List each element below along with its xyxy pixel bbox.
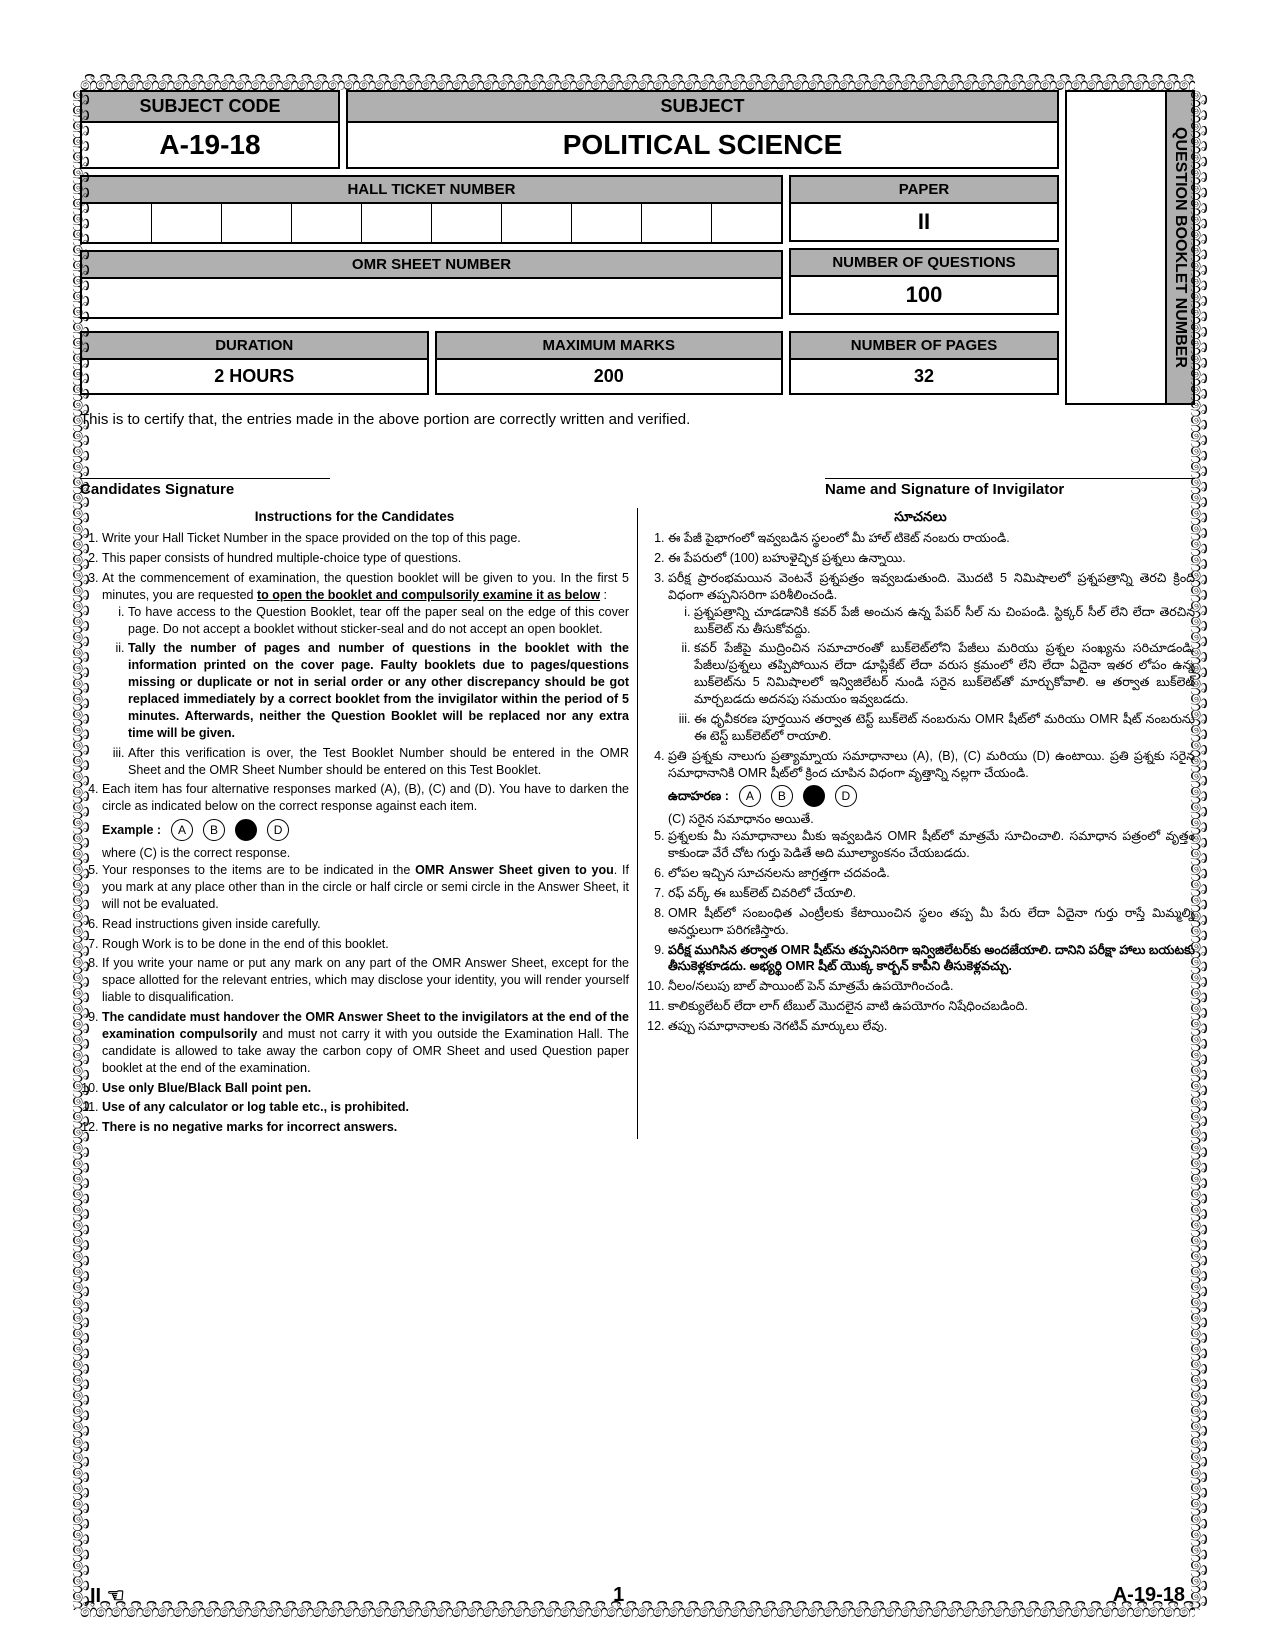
subject-code-label: SUBJECT CODE: [82, 92, 338, 123]
candidate-signature: Candidates Signature: [80, 478, 330, 498]
example-label: Example :: [102, 822, 161, 839]
paper-box: PAPER II: [789, 175, 1059, 242]
pages-label: NUMBER OF PAGES: [791, 333, 1057, 360]
instr-8: If you write your name or put any mark o…: [102, 955, 629, 1006]
subject-box: SUBJECT POLITICAL SCIENCE: [346, 90, 1059, 169]
hall-ticket-box: HALL TICKET NUMBER: [80, 175, 783, 244]
border-right: ෯෯෯෯෯෯෯෯෯෯෯෯෯෯෯෯෯෯෯෯෯෯෯෯෯෯෯෯෯෯෯෯෯෯෯෯෯෯෯෯…: [1186, 90, 1207, 1610]
nq-value: 100: [791, 277, 1057, 313]
paper-value: II: [791, 204, 1057, 240]
qbn-value[interactable]: [1067, 92, 1165, 403]
paper-label: PAPER: [791, 177, 1057, 204]
subject-code-box: SUBJECT CODE A-19-18: [80, 90, 340, 169]
footer: II ☜ 1 A-19-18: [90, 1583, 1185, 1608]
option-c-filled: [235, 819, 257, 841]
instr-12: There is no negative marks for incorrect…: [102, 1119, 629, 1136]
option-d: D: [267, 819, 289, 841]
t-instr-6: లోపల ఇచ్చిన సూచనలను జాగ్రత్తగా చదవండి.: [668, 865, 1195, 882]
instr-11: Use of any calculator or log table etc.,…: [102, 1099, 629, 1116]
option-a: A: [171, 819, 193, 841]
t-instr-5: ప్రశ్నలకు మీ సమాధానాలు మీకు ఇవ్వబడిన OMR…: [668, 828, 1195, 862]
t-example-row: ఉదాహరణ : A B D: [668, 785, 1195, 807]
t-option-c-filled: [803, 785, 825, 807]
t-instr-3a: ప్రశ్నపత్రాన్ని చూడడానికి కవర్ పేజీ అంచు…: [694, 604, 1195, 638]
hall-ticket-label: HALL TICKET NUMBER: [82, 177, 781, 204]
pages-value: 32: [791, 360, 1057, 393]
instr-5: Your responses to the items are to be in…: [102, 862, 629, 913]
marks-label: MAXIMUM MARKS: [437, 333, 782, 360]
instr-3b: Tally the number of pages and number of …: [128, 640, 629, 741]
t-instr-9: పరీక్ష ముగిసిన తర్వాత OMR షీట్‌ను తప్పని…: [668, 942, 1195, 976]
t-example-note: (C) సరైన సమాధానం అయితే.: [668, 811, 1195, 828]
subject-label: SUBJECT: [348, 92, 1057, 123]
footer-right: A-19-18: [1113, 1584, 1185, 1607]
border-left: ෯෯෯෯෯෯෯෯෯෯෯෯෯෯෯෯෯෯෯෯෯෯෯෯෯෯෯෯෯෯෯෯෯෯෯෯෯෯෯෯…: [68, 90, 89, 1610]
qbn-box: QUESTION BOOKLET NUMBER: [1065, 90, 1195, 405]
marks-value: 200: [437, 360, 782, 393]
t-instr-10: నీలం/నలుపు బాల్ పాయింట్ పెన్ మాత్రమే ఉపయ…: [668, 978, 1195, 995]
telugu-instructions: సూచనలు ఈ పేజీ పైభాగంలో ఇవ్వబడిన స్థలంలో …: [637, 508, 1195, 1139]
t-instr-3: పరీక్ష ప్రారంభమయిన వెంటనే ప్రశ్నపత్రం ఇవ…: [668, 570, 1195, 745]
t-instr-12: తప్పు సమాధానాలకు నెగటివ్ మార్కులు లేవు.: [668, 1018, 1195, 1035]
nq-box: NUMBER OF QUESTIONS 100: [789, 248, 1059, 315]
instr-10: Use only Blue/Black Ball point pen.: [102, 1080, 629, 1097]
footer-center: 1: [613, 1584, 624, 1607]
hand-icon: ☜: [107, 1585, 125, 1607]
border-top: ෯෯෯෯෯෯෯෯෯෯෯෯෯෯෯෯෯෯෯෯෯෯෯෯෯෯෯෯෯෯෯෯෯෯෯෯෯෯෯෯…: [80, 74, 1195, 95]
t-instr-8: OMR షీట్‌లో సంబంధిత ఎంట్రీలకు కేటాయించిన…: [668, 905, 1195, 939]
pages-box: NUMBER OF PAGES 32: [789, 331, 1059, 395]
t-example-label: ఉదాహరణ :: [668, 788, 729, 805]
instr-7: Rough Work is to be done in the end of t…: [102, 936, 629, 953]
duration-label: DURATION: [82, 333, 427, 360]
t-option-b: B: [771, 785, 793, 807]
t-option-a: A: [739, 785, 761, 807]
nq-label: NUMBER OF QUESTIONS: [791, 250, 1057, 277]
footer-left: II ☜: [90, 1583, 125, 1608]
instr-4: Each item has four alternative responses…: [102, 781, 629, 815]
t-option-d: D: [835, 785, 857, 807]
duration-box: DURATION 2 HOURS: [80, 331, 429, 395]
subject-value: POLITICAL SCIENCE: [348, 123, 1057, 167]
t-instr-3c: ఈ ధృవీకరణ పూర్తయిన తర్వాత టెస్ట్ బుక్‌లె…: [694, 711, 1195, 745]
example-note: where (C) is the correct response.: [102, 845, 629, 862]
hall-ticket-cells[interactable]: [82, 204, 781, 242]
marks-box: MAXIMUM MARKS 200: [435, 331, 784, 395]
t-instr-4: ప్రతి ప్రశ్నకు నాలుగు ప్రత్యామ్నాయ సమాధా…: [668, 748, 1195, 782]
t-instr-2: ఈ పేపరులో (100) బహుళైచ్ఛిక ప్రశ్నలు ఉన్న…: [668, 550, 1195, 567]
t-instr-3b: కవర్ పేజీపై ముద్రించిన సమాచారంతో బుక్‌లె…: [694, 640, 1195, 708]
instr-3c: After this verification is over, the Tes…: [128, 745, 629, 779]
instr-3: At the commencement of examination, the …: [102, 570, 629, 779]
example-row: Example : A B D: [102, 819, 629, 841]
omr-box: OMR SHEET NUMBER: [80, 250, 783, 319]
instr-3a: To have access to the Question Booklet, …: [128, 604, 629, 638]
t-instr-7: రఫ్ వర్క్ ఈ బుక్‌లెట్ చివరిలో చేయాలి.: [668, 885, 1195, 902]
certify-text: This is to certify that, the entries mad…: [80, 411, 1195, 428]
instr-6: Read instructions given inside carefully…: [102, 916, 629, 933]
invigilator-signature: Name and Signature of Invigilator: [825, 478, 1195, 498]
instr-9: The candidate must handover the OMR Answ…: [102, 1009, 629, 1077]
option-b: B: [203, 819, 225, 841]
instr-1: Write your Hall Ticket Number in the spa…: [102, 530, 629, 547]
english-instructions: Instructions for the Candidates Write yo…: [80, 508, 629, 1139]
instr-2: This paper consists of hundred multiple-…: [102, 550, 629, 567]
omr-value[interactable]: [82, 279, 781, 317]
t-instr-1: ఈ పేజీ పైభాగంలో ఇవ్వబడిన స్థలంలో మీ హాల్…: [668, 530, 1195, 547]
subject-code-value: A-19-18: [82, 123, 338, 167]
omr-label: OMR SHEET NUMBER: [82, 252, 781, 279]
telugu-title: సూచనలు: [646, 508, 1195, 526]
instructions-title: Instructions for the Candidates: [80, 508, 629, 526]
duration-value: 2 HOURS: [82, 360, 427, 393]
t-instr-11: కాలిక్యులేటర్ లేదా లాగ్ టేబుల్ మొదలైన వా…: [668, 998, 1195, 1015]
